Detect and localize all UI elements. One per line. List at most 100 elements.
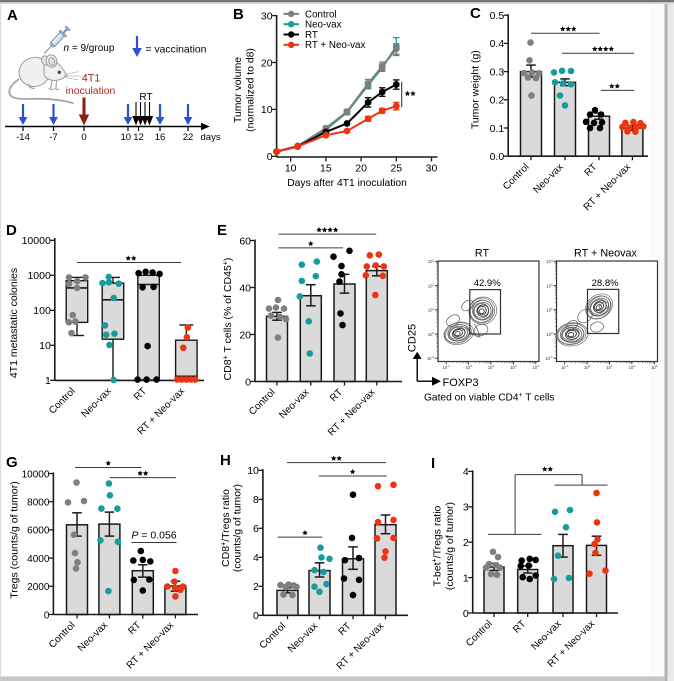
svg-text:10000: 10000 (22, 235, 51, 247)
svg-text:10: 10 (121, 132, 132, 143)
svg-text:D: D (6, 222, 17, 239)
svg-text:0.0: 0.0 (490, 151, 505, 163)
svg-text:10: 10 (285, 162, 297, 174)
svg-text:102: 102 (546, 283, 553, 289)
svg-text:10-1: 10-1 (443, 364, 451, 370)
svg-text:1000: 1000 (27, 270, 51, 282)
svg-text:3: 3 (463, 502, 469, 514)
svg-text:102: 102 (629, 364, 636, 370)
svg-text:10: 10 (39, 340, 51, 352)
svg-text:Days after 4T1 inoculation: Days after 4T1 inoculation (287, 178, 407, 189)
svg-text:102: 102 (510, 364, 517, 370)
svg-text:4000: 4000 (27, 554, 50, 565)
svg-text:4: 4 (253, 552, 259, 564)
svg-text:30: 30 (261, 10, 273, 22)
svg-text:I: I (431, 455, 435, 472)
svg-text:101: 101 (606, 364, 613, 370)
svg-text:P = 0.056: P = 0.056 (131, 530, 176, 542)
svg-text:100: 100 (584, 364, 591, 370)
svg-text:E: E (217, 222, 227, 239)
svg-text:2: 2 (463, 537, 469, 549)
svg-text:FOXP3: FOXP3 (443, 377, 479, 389)
svg-text:0.5: 0.5 (490, 10, 505, 22)
svg-text:42.9%: 42.9% (474, 278, 501, 289)
svg-text:CD8+ T cells (% of CD45+): CD8+ T cells (% of CD45+) (221, 258, 234, 381)
svg-text:A: A (7, 7, 18, 24)
svg-text:0: 0 (463, 608, 469, 620)
svg-text:100: 100 (465, 364, 472, 370)
svg-text:G: G (6, 454, 18, 471)
svg-text:10000: 10000 (22, 469, 50, 480)
svg-text:8: 8 (253, 494, 259, 506)
svg-text:20: 20 (239, 329, 251, 341)
svg-text:40: 40 (239, 282, 251, 294)
svg-text:0.3: 0.3 (490, 66, 505, 78)
svg-text:6: 6 (253, 523, 259, 535)
svg-text:100: 100 (546, 331, 553, 337)
svg-text:103: 103 (651, 364, 658, 370)
svg-text:RT: RT (475, 248, 490, 260)
svg-text:103: 103 (546, 258, 553, 264)
svg-text:101: 101 (546, 307, 553, 313)
svg-text:CD8+/Tregs ratio: CD8+/Tregs ratio (219, 489, 232, 567)
svg-text:16: 16 (155, 132, 166, 143)
svg-text:= vaccination: = vaccination (146, 45, 207, 56)
svg-text:C: C (470, 5, 481, 22)
svg-text:Tregs (counts/g of tumor): Tregs (counts/g of tumor) (8, 481, 20, 598)
svg-text:Neo-vax: Neo-vax (305, 20, 342, 31)
svg-text:Tumor volume: Tumor volume (233, 57, 244, 123)
svg-text:H: H (220, 452, 231, 469)
svg-text:CD25: CD25 (407, 324, 419, 352)
svg-text:30: 30 (426, 162, 438, 174)
svg-text:4T1 metastatic colonies: 4T1 metastatic colonies (8, 268, 20, 378)
svg-text:103: 103 (533, 364, 540, 370)
svg-text:10-1: 10-1 (427, 355, 435, 361)
svg-text:4T1: 4T1 (82, 73, 101, 85)
svg-text:B: B (233, 6, 244, 23)
svg-text:10-1: 10-1 (561, 364, 569, 370)
svg-text:(counts/g of tumor): (counts/g of tumor) (444, 502, 456, 590)
svg-text:15: 15 (320, 162, 332, 174)
svg-text:20: 20 (261, 57, 273, 69)
svg-text:0.1: 0.1 (490, 123, 505, 135)
svg-text:n = 9/group: n = 9/group (64, 43, 115, 54)
svg-text:0: 0 (253, 610, 259, 622)
svg-text:(counts/g of tumor): (counts/g of tumor) (232, 484, 244, 572)
svg-text:T-bet+/Tregs ratio: T-bet+/Tregs ratio (431, 505, 444, 586)
svg-text:RT + Neovax: RT + Neovax (574, 248, 638, 260)
svg-text:0: 0 (245, 376, 251, 388)
svg-text:inoculation: inoculation (66, 86, 116, 97)
svg-text:103: 103 (428, 258, 435, 264)
svg-text:1: 1 (463, 572, 469, 584)
svg-text:Tumor weight (g): Tumor weight (g) (469, 50, 481, 129)
svg-text:22: 22 (183, 132, 194, 143)
svg-text:1: 1 (45, 375, 51, 387)
svg-text:10-1: 10-1 (545, 355, 553, 361)
svg-text:8000: 8000 (27, 498, 50, 509)
svg-text:0.2: 0.2 (490, 95, 505, 107)
svg-text:0.4: 0.4 (490, 38, 505, 50)
svg-text:25: 25 (390, 162, 402, 174)
svg-text:100: 100 (428, 331, 435, 337)
svg-text:28.8%: 28.8% (592, 278, 619, 289)
svg-text:days: days (201, 132, 221, 143)
svg-text:(normalized to d8): (normalized to d8) (245, 48, 256, 132)
svg-text:-14: -14 (16, 132, 30, 143)
svg-text:10: 10 (247, 465, 259, 477)
svg-text:2000: 2000 (27, 582, 50, 593)
svg-text:10: 10 (261, 104, 273, 116)
svg-text:60: 60 (239, 235, 251, 247)
svg-text:0: 0 (44, 610, 50, 621)
svg-text:RT + Neo-vax: RT + Neo-vax (305, 40, 365, 51)
svg-text:RT: RT (139, 92, 152, 103)
svg-text:100: 100 (33, 305, 51, 317)
svg-text:0: 0 (267, 151, 273, 163)
svg-text:101: 101 (428, 307, 435, 313)
svg-text:6000: 6000 (27, 526, 50, 537)
svg-text:101: 101 (488, 364, 495, 370)
svg-text:Gated on viable CD4+ T cells: Gated on viable CD4+ T cells (424, 392, 555, 404)
svg-text:Control: Control (305, 9, 337, 20)
svg-text:RT: RT (305, 30, 318, 41)
svg-text:-7: -7 (49, 132, 57, 143)
svg-text:102: 102 (428, 283, 435, 289)
